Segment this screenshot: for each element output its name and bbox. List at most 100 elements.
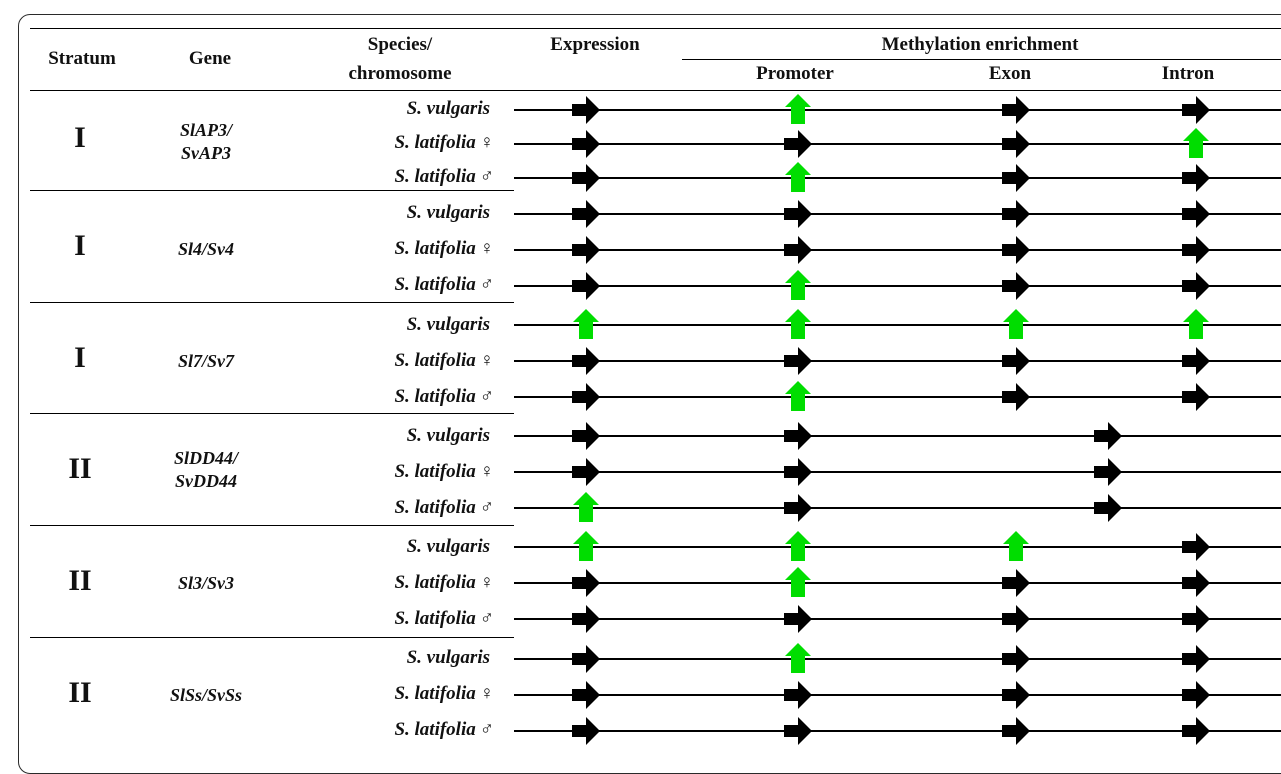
promoter-right-arrow-icon: [784, 422, 812, 450]
exon-right-arrow-icon: [1002, 717, 1030, 745]
header-gene: Gene: [188, 48, 232, 69]
promoter-up-arrow-icon: [785, 531, 811, 561]
promoter-up-arrow-icon: [785, 567, 811, 597]
stratum-label: II: [68, 564, 92, 597]
exon-up-arrow-icon: [1003, 531, 1029, 561]
row-track: [514, 249, 1281, 251]
promoter-right-arrow-icon: [784, 605, 812, 633]
species-label: S. vulgaris: [406, 647, 490, 668]
row-track: [514, 618, 1281, 620]
gene-label: SlSs/SvSs: [169, 685, 243, 705]
expression-right-arrow-icon: [572, 717, 600, 745]
species-label: S. vulgaris: [406, 425, 490, 446]
gene-label: Sl3/Sv3: [177, 573, 234, 593]
exon-right-arrow-icon: [1002, 645, 1030, 673]
group-divider: [30, 190, 514, 191]
arrow-markers: [572, 94, 1210, 745]
header-intron: Intron: [1161, 63, 1215, 84]
species-label: S. vulgaris: [406, 202, 490, 223]
exon-up-arrow-icon: [1003, 309, 1029, 339]
intron-right-arrow-icon: [1182, 272, 1210, 300]
expression-right-arrow-icon: [572, 458, 600, 486]
group-divider: [30, 302, 514, 303]
exon-right-arrow-icon: [1002, 681, 1030, 709]
expression-right-arrow-icon: [572, 422, 600, 450]
header-exon: Exon: [988, 63, 1032, 84]
expression-right-arrow-icon: [572, 200, 600, 228]
exon-right-arrow-icon: [1002, 130, 1030, 158]
intron-right-arrow-icon: [1182, 605, 1210, 633]
row-track: [514, 360, 1281, 362]
promoter-right-arrow-icon: [784, 236, 812, 264]
header-promoter: Promoter: [756, 63, 834, 84]
row-track: [514, 730, 1281, 732]
stratum-label: I: [74, 229, 86, 262]
methylation-header-rule: [682, 59, 1281, 60]
intron-right-arrow-icon: [1182, 347, 1210, 375]
row-track: [514, 471, 1281, 473]
exon-right-arrow-icon: [1002, 200, 1030, 228]
group-divider: [30, 637, 514, 638]
gene-label: SlDD44/SvDD44: [173, 448, 238, 491]
row-track: [514, 396, 1281, 398]
species-label: S. latifolia ♂: [394, 166, 494, 187]
gene-label: Sl4/Sv4: [177, 239, 234, 259]
promoter-up-arrow-icon: [785, 270, 811, 300]
stratum-label: I: [74, 121, 86, 154]
row-track: [514, 694, 1281, 696]
species-label: S. latifolia ♀: [394, 132, 494, 153]
species-label: S. vulgaris: [406, 314, 490, 335]
exon-right-arrow-icon: [1002, 236, 1030, 264]
header-expression: Expression: [550, 34, 640, 55]
promoter-right-arrow-icon: [784, 200, 812, 228]
row-track: [514, 213, 1281, 215]
promoter-up-arrow-icon: [785, 381, 811, 411]
row-track: [514, 658, 1281, 660]
exon-right-arrow-icon: [1002, 272, 1030, 300]
stratum-label: II: [68, 452, 92, 485]
expression-right-arrow-icon: [572, 272, 600, 300]
row-track: [514, 546, 1281, 548]
intron-right-arrow-icon: [1182, 200, 1210, 228]
stratum-label: I: [74, 341, 86, 374]
row-track: [514, 143, 1281, 145]
promoter-right-arrow-icon: [784, 458, 812, 486]
group-divider: [30, 525, 514, 526]
expression-right-arrow-icon: [572, 605, 600, 633]
intron-right-arrow-icon: [1094, 458, 1122, 486]
header-species-line2: chromosome: [348, 63, 452, 84]
species-label: S. latifolia ♂: [394, 497, 494, 518]
intron-right-arrow-icon: [1182, 383, 1210, 411]
expression-right-arrow-icon: [572, 96, 600, 124]
exon-right-arrow-icon: [1002, 383, 1030, 411]
species-label: S. vulgaris: [406, 98, 490, 119]
header-top-rule: [30, 28, 1281, 29]
species-label: S. latifolia ♀: [394, 350, 494, 371]
header-methylation: Methylation enrichment: [881, 34, 1079, 55]
promoter-up-arrow-icon: [785, 309, 811, 339]
expression-right-arrow-icon: [572, 130, 600, 158]
gene-label: SlAP3/SvAP3: [179, 120, 232, 163]
exon-right-arrow-icon: [1002, 96, 1030, 124]
expression-right-arrow-icon: [572, 569, 600, 597]
header-stratum: Stratum: [48, 48, 116, 69]
intron-right-arrow-icon: [1182, 717, 1210, 745]
intron-right-arrow-icon: [1182, 681, 1210, 709]
expression-right-arrow-icon: [572, 681, 600, 709]
intron-right-arrow-icon: [1182, 164, 1210, 192]
species-label: S. latifolia ♀: [394, 238, 494, 259]
exon-right-arrow-icon: [1002, 347, 1030, 375]
promoter-right-arrow-icon: [784, 347, 812, 375]
promoter-right-arrow-icon: [784, 494, 812, 522]
intron-up-arrow-icon: [1183, 309, 1209, 339]
intron-right-arrow-icon: [1182, 645, 1210, 673]
expression-right-arrow-icon: [572, 236, 600, 264]
promoter-right-arrow-icon: [784, 130, 812, 158]
group-divider: [30, 413, 514, 414]
promoter-up-arrow-icon: [785, 162, 811, 192]
intron-right-arrow-icon: [1182, 96, 1210, 124]
gene-label: Sl7/Sv7: [177, 351, 234, 371]
species-label: S. latifolia ♂: [394, 608, 494, 629]
species-label: S. vulgaris: [406, 536, 490, 557]
promoter-right-arrow-icon: [784, 681, 812, 709]
